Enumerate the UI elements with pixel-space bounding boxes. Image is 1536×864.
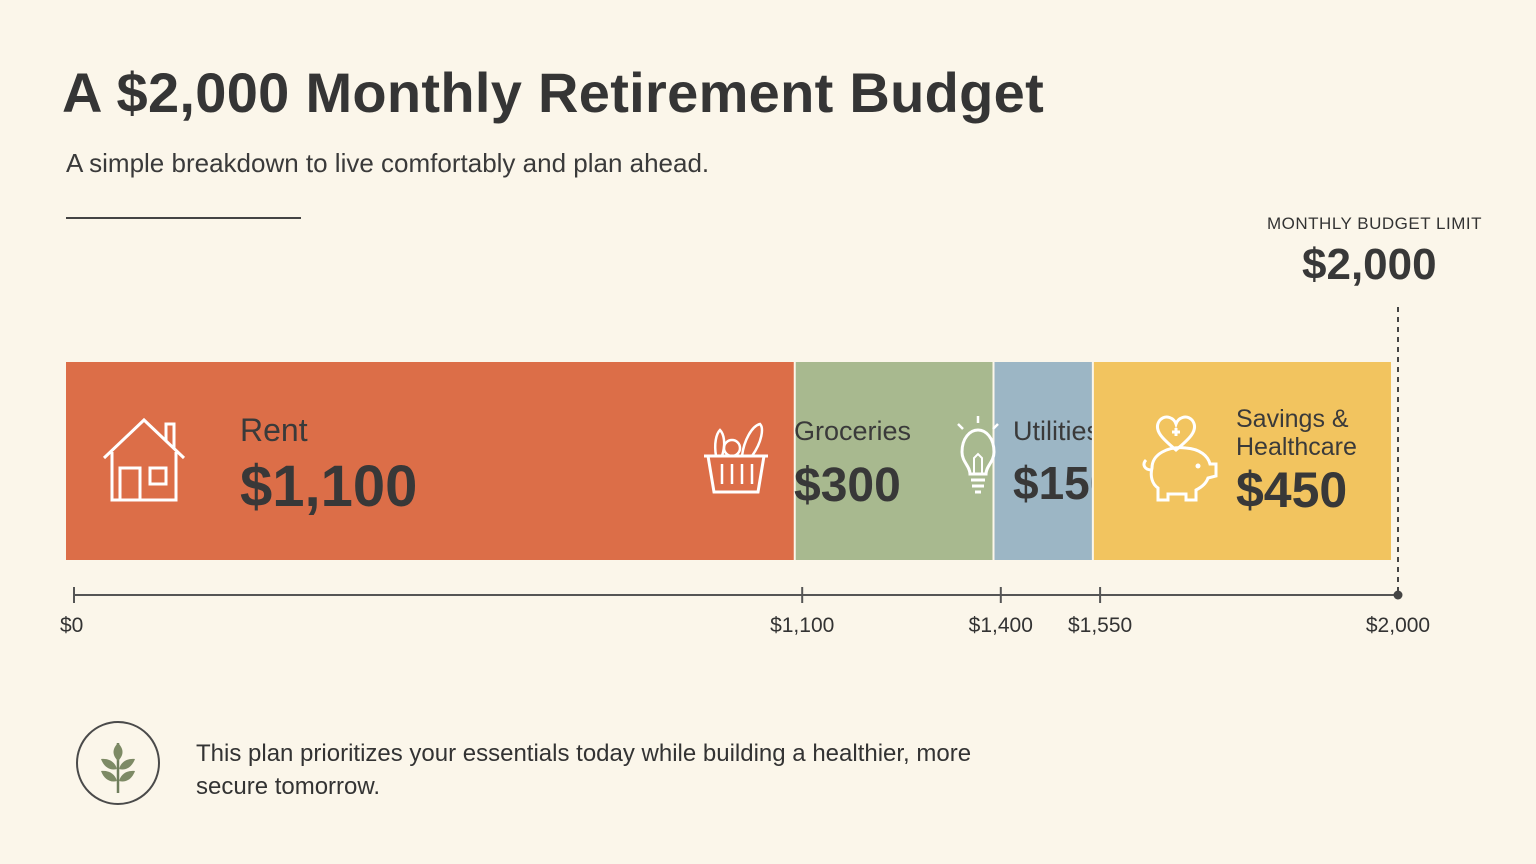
page-title: A $2,000 Monthly Retirement Budget: [62, 61, 1045, 124]
axis-end-dot: [1393, 590, 1403, 600]
sprout-icon: [76, 721, 160, 805]
x-tick-label: $1,100: [770, 614, 834, 637]
x-tick-label: $1,550: [1068, 614, 1132, 637]
x-tick-label: $2,000: [1366, 614, 1430, 637]
x-tick-label: $1,400: [969, 614, 1033, 637]
grocery-basket-icon: [704, 422, 768, 494]
house-icon: [102, 417, 186, 502]
segment-label-rent: Rent: [240, 412, 308, 448]
segment-label-utilities: Utilities: [1013, 416, 1100, 446]
x-tick-label: $0: [60, 614, 83, 637]
bar-segment-utilities: [993, 362, 1093, 560]
segment-value-groceries: $300: [794, 459, 901, 512]
page-subtitle: A simple breakdown to live comfortably a…: [66, 148, 710, 178]
segment-value-rent: $1,100: [240, 454, 417, 519]
footer-note: This plan prioritizes your essentials to…: [196, 740, 972, 800]
title-divider: [66, 217, 301, 219]
segment-label-savings-healthcare: Savings &: [1236, 405, 1349, 433]
budget-limit-value: $2,000: [1302, 240, 1437, 289]
piggy-bank-heart-icon: [1142, 415, 1218, 502]
segment-value-savings-healthcare: $450: [1236, 462, 1347, 518]
budget-limit-label: MONTHLY BUDGET LIMIT: [1267, 214, 1482, 233]
segment-label-groceries: Groceries: [794, 416, 911, 446]
bar-segment-groceries: [794, 362, 994, 560]
lightbulb-icon: [957, 416, 999, 494]
bar-segment-rent: [66, 362, 795, 560]
bar-segment-savings-healthcare: [1092, 362, 1391, 560]
segment-label-savings-healthcare: Healthcare: [1236, 433, 1357, 461]
